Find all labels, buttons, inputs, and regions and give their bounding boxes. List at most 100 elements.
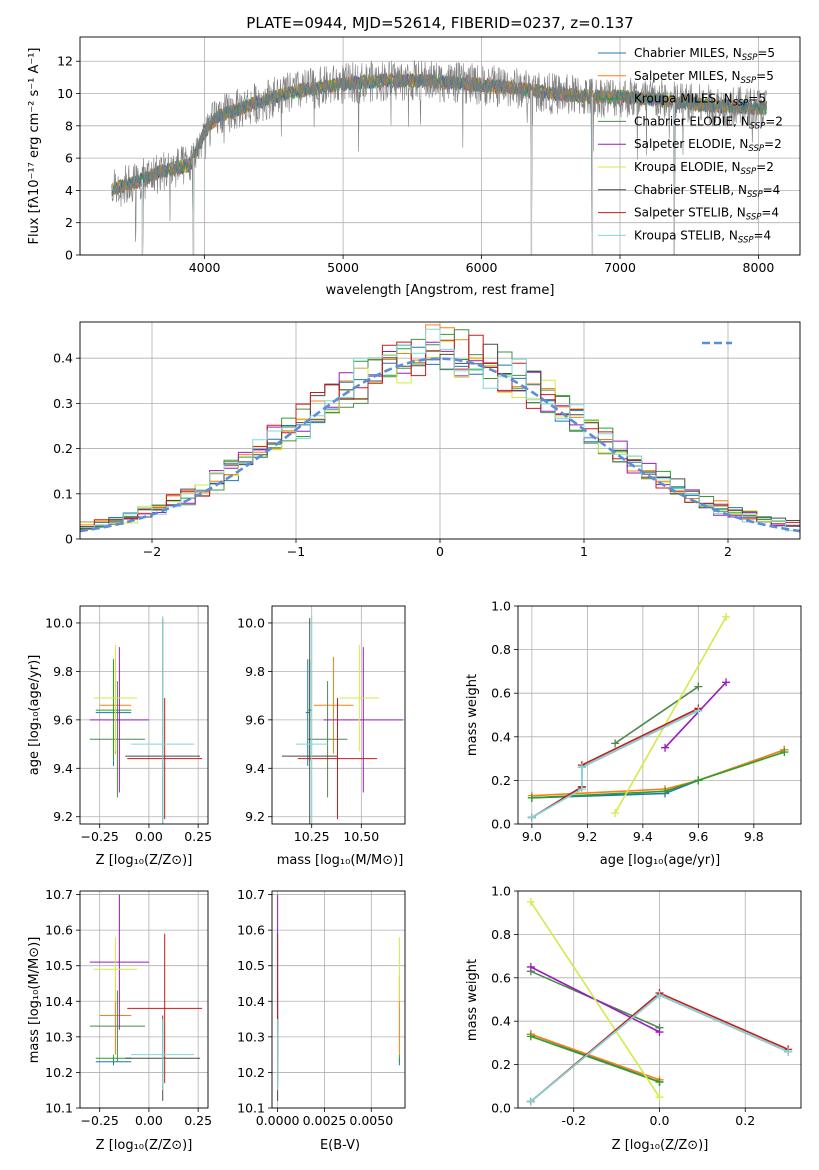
errorbar-point bbox=[93, 644, 138, 752]
x-tick-label: 9.2 bbox=[577, 829, 597, 844]
plot-area-weight-z bbox=[526, 897, 793, 1106]
data-point bbox=[611, 809, 620, 818]
x-tick-label: 10.50 bbox=[343, 829, 379, 844]
legend-label: Kroupa ELODIE, NSSP=2 bbox=[634, 160, 774, 177]
y-tick-label: 9.8 bbox=[245, 664, 265, 679]
legend-label: Salpeter MILES, NSSP=5 bbox=[634, 69, 774, 86]
data-point bbox=[694, 776, 703, 785]
data-point bbox=[722, 678, 731, 687]
y-tick-label: 0.6 bbox=[491, 970, 511, 985]
x-tick-label: −0.25 bbox=[81, 829, 119, 844]
x-tick-label: -0.2 bbox=[562, 1113, 586, 1128]
x-tick-label: 0.0025 bbox=[303, 1113, 347, 1128]
data-point bbox=[694, 706, 703, 715]
y-tick-label: 10.0 bbox=[45, 615, 73, 630]
data-point bbox=[611, 739, 620, 748]
figure-title: PLATE=0944, MJD=52614, FIBERID=0237, z=0… bbox=[246, 14, 633, 32]
errorbar-point bbox=[297, 698, 378, 820]
ticks-age-mass: 10.25 10.50 9.2 9.4 9.6 9.8 10.0 bbox=[237, 615, 379, 844]
axes-frame-mass-z bbox=[79, 890, 209, 1109]
axes-weight-z: -0.2 0.0 0.2 0.0 0.2 0.4 0.6 0.8 1.0 bbox=[491, 884, 802, 1129]
x-tick-label: 9.6 bbox=[688, 829, 708, 844]
y-tick-label: 9.2 bbox=[245, 809, 265, 824]
data-point bbox=[784, 1047, 793, 1056]
x-tick-label: 0.0 bbox=[650, 1113, 670, 1128]
errorbar-point bbox=[89, 894, 149, 1030]
x-tick-label: 0.25 bbox=[184, 1113, 212, 1128]
data-point bbox=[655, 1077, 664, 1086]
series-line bbox=[614, 616, 727, 814]
x-tick-label: 5000 bbox=[327, 260, 359, 275]
y-tick-label: 4 bbox=[65, 183, 73, 198]
x-tick-label: 2 bbox=[724, 544, 732, 559]
x-tick-label: 9.4 bbox=[633, 829, 653, 844]
errorbar-point bbox=[95, 659, 132, 762]
axes-spectrum: 4000 5000 6000 7000 8000 0 2 4 6 8 10 12 Chabrier MI… bbox=[57, 36, 801, 275]
legend-label: Salpeter ELODIE, NSSP=2 bbox=[634, 137, 782, 154]
y-tick-label: 0 bbox=[65, 248, 73, 263]
y-tick-label: 0.6 bbox=[491, 686, 511, 701]
y-tick-label: 0.2 bbox=[491, 1057, 511, 1072]
data-point bbox=[526, 1032, 535, 1041]
errorbar-point bbox=[305, 659, 310, 766]
ticks-age-z: −0.25 0.00 0.25 9.2 9.4 9.6 9.8 10.0 bbox=[45, 615, 212, 844]
data-point bbox=[526, 897, 535, 906]
data-point bbox=[780, 748, 789, 757]
axes-age-mass: 10.25 10.50 9.2 9.4 9.6 9.8 10.0 bbox=[237, 605, 406, 844]
series-kroupa-stelib bbox=[526, 991, 793, 1106]
data-point bbox=[527, 793, 536, 802]
x-tick-label: −1 bbox=[287, 544, 305, 559]
y-axis-label: mass weight bbox=[465, 959, 480, 1041]
x-tick-label: 1 bbox=[580, 544, 588, 559]
y-tick-label: 12 bbox=[57, 54, 73, 69]
y-tick-label: 0.8 bbox=[491, 642, 511, 657]
ticks-spectrum: 4000 5000 6000 7000 8000 0 2 4 6 8 10 12 bbox=[57, 54, 774, 275]
x-tick-label: 0.2 bbox=[735, 1113, 755, 1128]
ticks-weight-z: -0.2 0.0 0.2 0.0 0.2 0.4 0.6 0.8 1.0 bbox=[491, 884, 755, 1129]
x-tick-label: 9.0 bbox=[522, 829, 542, 844]
axes-mass-z: −0.25 0.00 0.25 10.1 10.2 10.3 10.4 10.5 10.6 10.… bbox=[45, 887, 212, 1128]
y-tick-label: 10.2 bbox=[237, 1065, 265, 1080]
legend-label: Chabrier STELIB, NSSP=4 bbox=[634, 183, 780, 200]
data-spectrum bbox=[111, 60, 767, 242]
ticks-mass-z: −0.25 0.00 0.25 10.1 10.2 10.3 10.4 10.5 10.6 10.… bbox=[45, 887, 212, 1128]
y-tick-label: 10.1 bbox=[237, 1101, 265, 1116]
data-point bbox=[527, 813, 536, 822]
x-tick-label: 7000 bbox=[604, 260, 636, 275]
data-point bbox=[694, 682, 703, 691]
y-tick-label: 0.4 bbox=[53, 351, 73, 366]
plot-area-residuals bbox=[80, 324, 800, 533]
y-tick-label: 10.1 bbox=[45, 1101, 73, 1116]
y-tick-label: 10.6 bbox=[45, 923, 73, 938]
series-line bbox=[530, 1035, 660, 1083]
y-tick-label: 10 bbox=[57, 86, 73, 101]
axes-frame-residuals bbox=[79, 321, 801, 540]
y-tick-label: 1.0 bbox=[491, 884, 511, 899]
data-point bbox=[577, 785, 586, 794]
x-axis-label: Z [log₁₀(Z/Z⊙)] bbox=[96, 1138, 193, 1153]
y-tick-label: 10.5 bbox=[237, 958, 265, 973]
series-line bbox=[531, 749, 785, 797]
y-tick-label: 10.3 bbox=[45, 1029, 73, 1044]
series-line bbox=[664, 681, 727, 749]
y-tick-label: 10.7 bbox=[237, 887, 265, 902]
errorbar-point bbox=[339, 644, 380, 752]
gaussian-curve bbox=[80, 357, 800, 533]
axes-frame-mass-ebv bbox=[271, 890, 406, 1109]
y-tick-label: 0.0 bbox=[491, 1101, 511, 1116]
axes-age-z: −0.25 0.00 0.25 9.2 9.4 9.6 9.8 10.0 bbox=[45, 605, 212, 844]
y-tick-label: 0.3 bbox=[53, 396, 73, 411]
histogram-step bbox=[80, 328, 800, 532]
series-kroupa-elodie bbox=[611, 612, 731, 818]
y-tick-label: 0.2 bbox=[53, 441, 73, 456]
plot-area-spectrum bbox=[111, 60, 767, 255]
data-point bbox=[655, 1028, 664, 1037]
series-line bbox=[531, 709, 699, 819]
errorbar-point bbox=[323, 647, 404, 793]
series-kroupa-elodie bbox=[526, 897, 664, 1102]
x-axis-label: mass [log₁₀(M/M⊙)] bbox=[277, 853, 404, 868]
ticks-mass-ebv: 0.0000 0.0025 0.0050 10.1 10.2 10.3 10.4 10.5 10… bbox=[237, 887, 393, 1128]
series-line bbox=[530, 901, 661, 1098]
x-axis-label: age [log₁₀(age/yr)] bbox=[600, 853, 721, 868]
x-tick-label: −0.25 bbox=[81, 1113, 119, 1128]
